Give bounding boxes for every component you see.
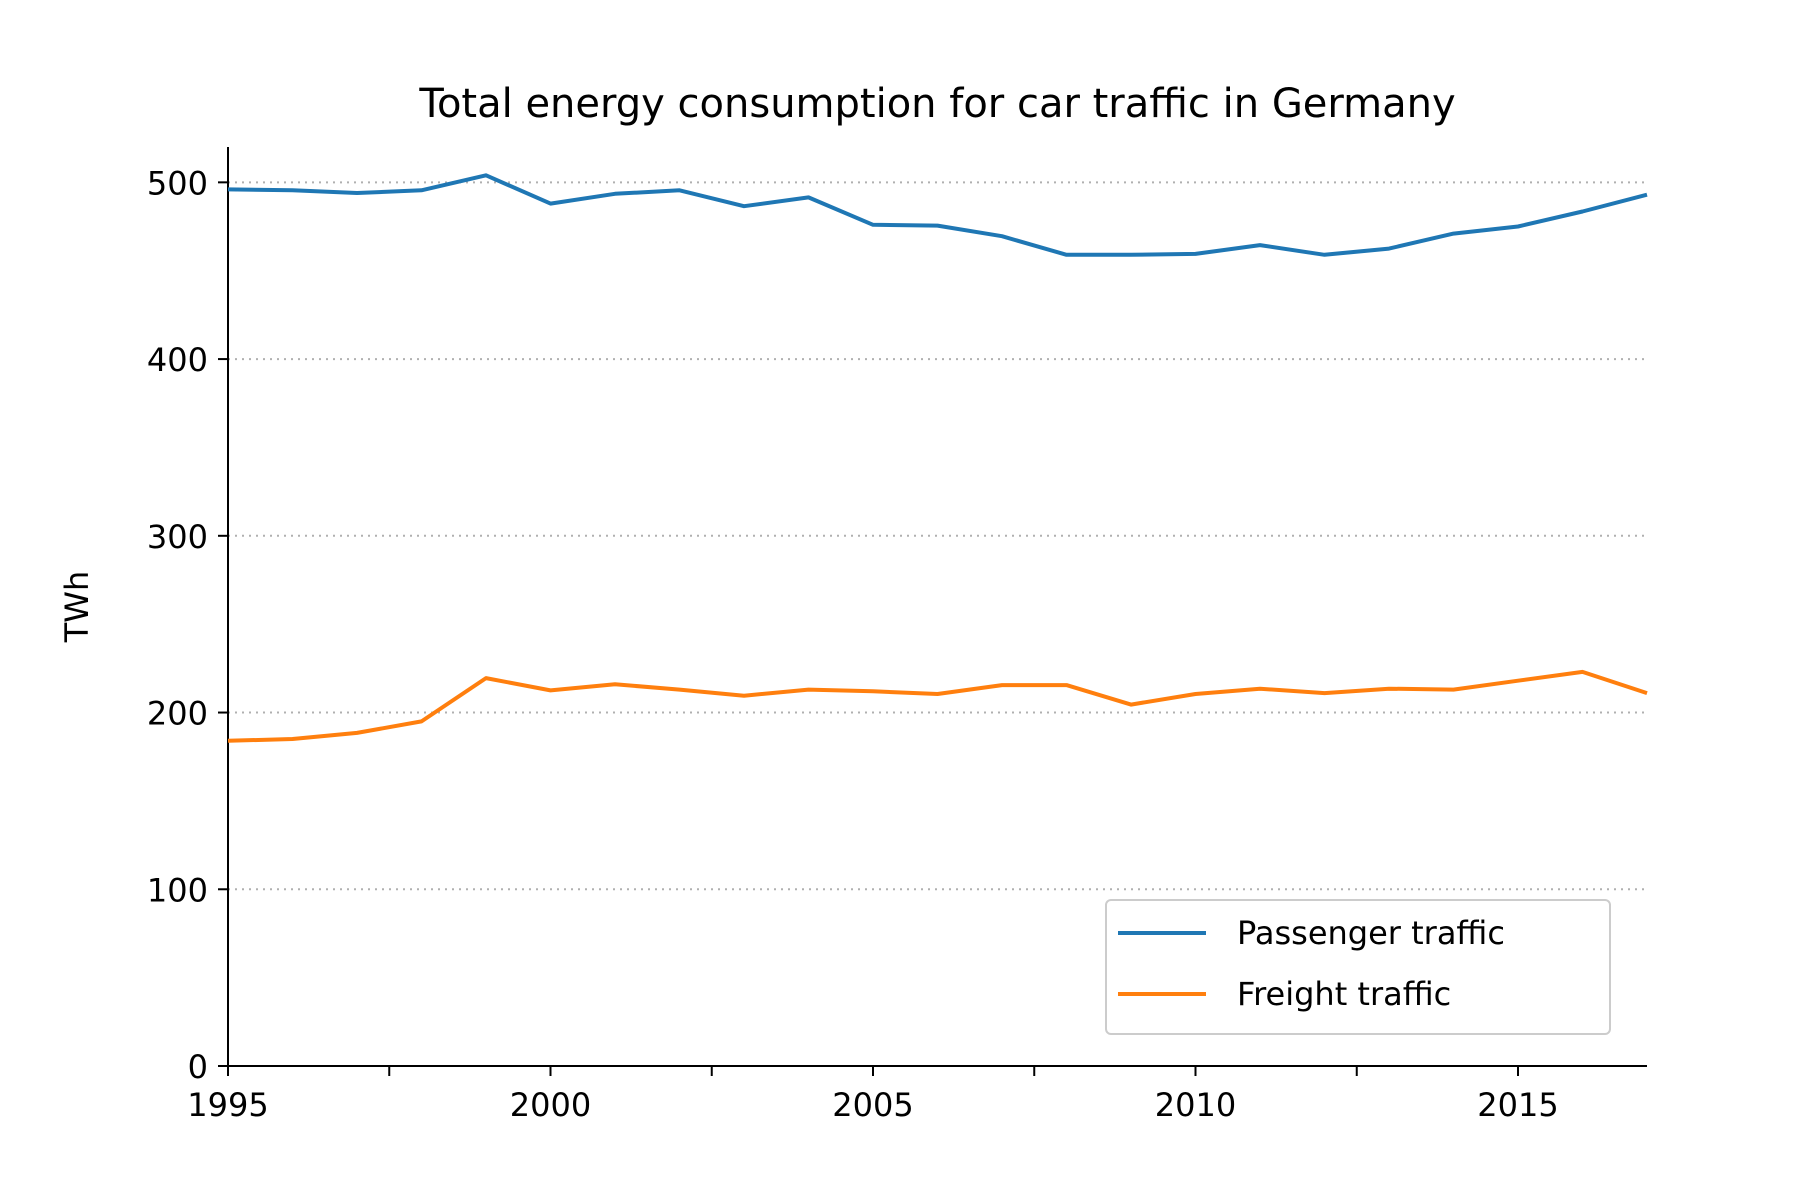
tick-labels: 0 100 200 300 400 500 1995 2000 2005 2010 2015 [147,164,1559,1124]
x-tick-label-2000: 2000 [510,1086,591,1124]
series-line-passenger [227,173,1648,257]
legend-label-freight: Freight traffic [1237,975,1451,1013]
x-tick-label-1995: 1995 [187,1086,268,1124]
y-axis-label: TWh [58,571,96,643]
x-tick-label-2010: 2010 [1155,1086,1236,1124]
y-tick-label-0: 0 [188,1048,208,1086]
y-tick-label-400: 400 [147,341,208,379]
axes [227,147,1647,1067]
legend-label-passenger: Passenger traffic [1237,914,1505,952]
y-tick-label-500: 500 [147,164,208,202]
y-tick-label-200: 200 [147,695,208,733]
y-tick-label-100: 100 [147,871,208,909]
legend: Passenger traffic Freight traffic [1105,899,1611,1035]
x-tick-label-2015: 2015 [1477,1086,1558,1124]
legend-box [1105,899,1611,1035]
series-line-freight [227,669,1648,743]
gridlines [228,181,1647,891]
series-lines [227,173,1648,743]
y-tick-label-300: 300 [147,518,208,556]
chart-title: Total energy consumption for car traffic… [418,81,1455,127]
x-tick-label-2005: 2005 [832,1086,913,1124]
